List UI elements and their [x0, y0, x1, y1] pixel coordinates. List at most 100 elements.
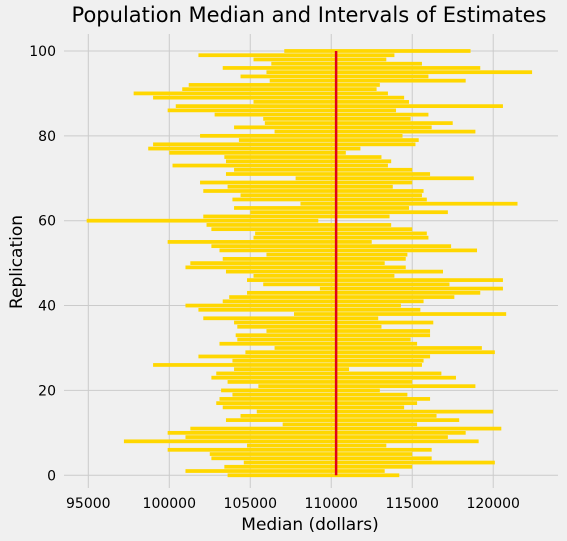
interval-bar-63 — [234, 206, 409, 210]
interval-bar-40 — [185, 303, 401, 308]
interval-bar-77 — [148, 146, 361, 151]
interval-bars — [86, 49, 533, 478]
interval-bar-23 — [211, 375, 456, 380]
interval-bar-71 — [225, 172, 431, 176]
interval-bar-32 — [237, 337, 411, 342]
interval-bar-49 — [185, 265, 406, 270]
interval-bar-65 — [232, 197, 427, 202]
interval-bar-21 — [258, 384, 476, 389]
y-tick-labels: 0 20 40 60 80 100 — [29, 44, 56, 484]
interval-bar-58 — [211, 227, 413, 232]
interval-bar-80 — [200, 133, 403, 138]
interval-bar-53 — [219, 248, 478, 253]
interval-bar-62 — [250, 210, 448, 215]
x-tick-label: 120000 — [466, 496, 519, 512]
x-axis-label: Median (dollars) — [241, 515, 378, 535]
y-tick-label: 100 — [29, 44, 56, 60]
interval-bar-16 — [222, 405, 405, 410]
interval-bar-20 — [221, 388, 380, 393]
interval-bar-76 — [169, 150, 346, 155]
interval-bar-46 — [247, 278, 503, 282]
interval-bar-26 — [153, 363, 422, 367]
x-tick-label: 110000 — [305, 496, 358, 512]
interval-bar-22 — [227, 380, 413, 384]
interval-bar-29 — [245, 350, 495, 355]
interval-bar-95 — [266, 70, 533, 75]
interval-bar-11 — [190, 426, 502, 431]
interval-bar-51 — [222, 257, 406, 261]
interval-bar-10 — [167, 430, 466, 435]
x-tick-label: 95000 — [66, 496, 111, 512]
interval-bar-72 — [234, 167, 413, 172]
interval-bar-91 — [182, 87, 377, 92]
interval-bar-86 — [167, 108, 397, 113]
interval-bar-8 — [123, 439, 479, 444]
interval-bar-34 — [266, 329, 431, 333]
interval-bar-36 — [234, 320, 434, 325]
interval-bar-43 — [247, 290, 481, 295]
interval-bar-31 — [219, 341, 418, 346]
interval-bar-33 — [235, 333, 431, 338]
interval-bar-90 — [133, 91, 388, 96]
interval-bar-68 — [227, 184, 393, 189]
interval-bar-59 — [206, 223, 392, 227]
interval-bar-57 — [255, 231, 427, 236]
interval-bar-3 — [243, 460, 495, 465]
interval-bar-100 — [284, 49, 471, 53]
interval-bar-73 — [172, 163, 388, 168]
interval-bar-96 — [222, 66, 481, 70]
interval-bar-19 — [232, 392, 408, 397]
interval-bar-35 — [237, 324, 382, 329]
x-tick-label: 115000 — [386, 496, 439, 512]
y-tick-label: 0 — [47, 468, 56, 484]
interval-bar-4 — [211, 456, 432, 461]
interval-bar-64 — [300, 201, 518, 206]
interval-bar-56 — [253, 235, 429, 240]
interval-bar-79 — [238, 138, 419, 142]
interval-bar-94 — [240, 74, 429, 79]
interval-bar-28 — [198, 354, 431, 359]
y-tick-label: 60 — [38, 214, 56, 230]
interval-bar-66 — [240, 193, 422, 198]
interval-bar-0 — [227, 473, 400, 478]
interval-bar-45 — [263, 282, 450, 287]
interval-bar-99 — [198, 53, 395, 58]
interval-bar-92 — [188, 83, 380, 87]
interval-bar-97 — [271, 61, 422, 66]
interval-bar-87 — [175, 104, 503, 108]
interval-bar-81 — [274, 129, 476, 134]
interval-bar-41 — [222, 299, 424, 304]
interval-bar-70 — [295, 176, 474, 181]
interval-bar-75 — [224, 155, 382, 159]
interval-bar-6 — [167, 447, 432, 452]
interval-bar-15 — [256, 409, 494, 414]
interval-bar-24 — [216, 371, 442, 376]
interval-bar-93 — [269, 78, 466, 83]
interval-bar-30 — [274, 346, 482, 350]
interval-bar-18 — [219, 397, 431, 401]
interval-bar-25 — [234, 367, 350, 372]
interval-bar-83 — [264, 121, 453, 125]
interval-bar-55 — [167, 240, 372, 244]
interval-bar-50 — [190, 261, 385, 265]
interval-bar-78 — [153, 142, 416, 147]
interval-bar-89 — [153, 95, 405, 100]
interval-bar-47 — [253, 273, 395, 278]
interval-bar-60 — [86, 218, 319, 223]
interval-bar-85 — [214, 112, 429, 117]
chart-title: Population Median and Intervals of Estim… — [72, 3, 547, 27]
interval-bar-9 — [185, 435, 448, 439]
interval-bar-5 — [209, 452, 413, 456]
interval-bar-2 — [224, 464, 413, 469]
interval-bar-17 — [216, 401, 418, 406]
interval-bar-98 — [253, 57, 387, 62]
y-tick-label: 40 — [38, 299, 56, 315]
interval-bar-48 — [225, 269, 444, 274]
interval-bar-82 — [234, 125, 432, 130]
y-tick-label: 20 — [38, 383, 56, 399]
x-tick-labels: 95000 100000 105000 110000 115000 120000 — [66, 496, 520, 512]
interval-bar-54 — [211, 244, 452, 249]
x-tick-label: 105000 — [224, 496, 277, 512]
interval-bar-74 — [225, 159, 392, 164]
